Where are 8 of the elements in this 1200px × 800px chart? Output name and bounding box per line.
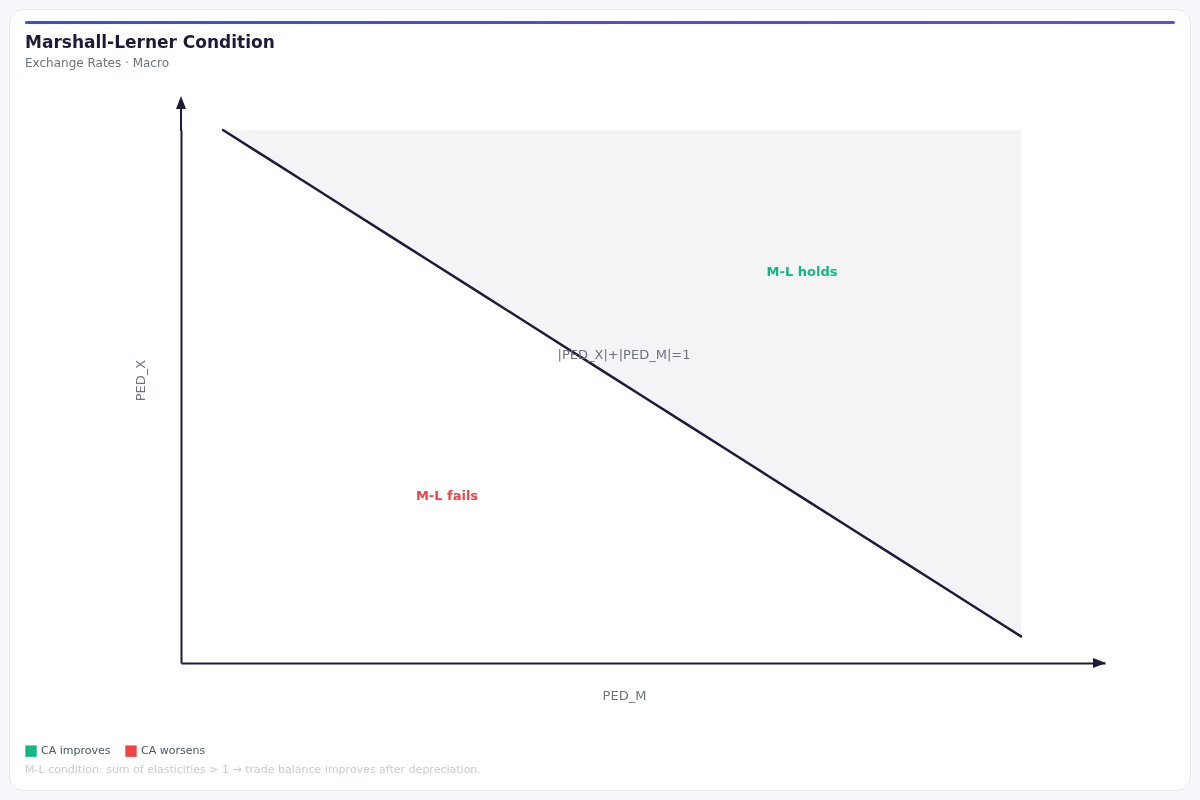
legend-label: CA worsens (141, 744, 206, 758)
chart-title: Marshall-Lerner Condition (25, 31, 275, 52)
annotation: M-L holds (766, 264, 838, 279)
chart-subtitle: Exchange Rates · Macro (25, 55, 169, 70)
legend-label: CA improves (41, 744, 111, 758)
x-axis-title: PED_M (602, 687, 647, 703)
y-axis-title: PED_X (132, 359, 148, 402)
annotation: M-L fails (415, 488, 479, 503)
